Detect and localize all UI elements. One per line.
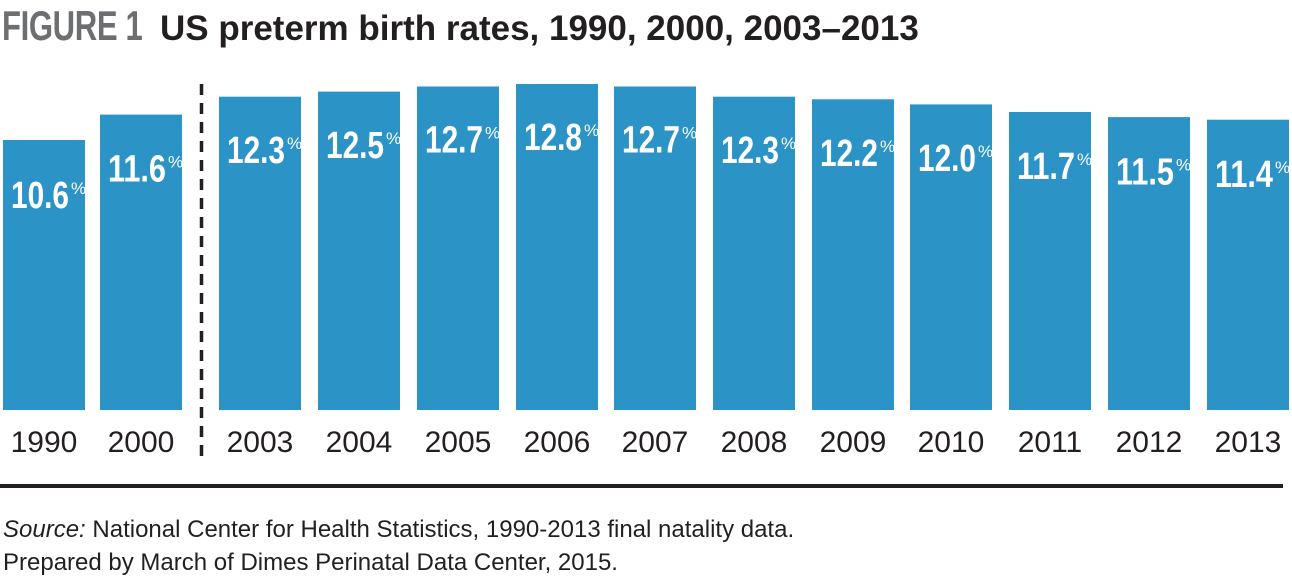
value-label-2003: 12.3 (227, 130, 285, 172)
bar-2013 (1207, 119, 1289, 410)
bar-2009 (812, 99, 894, 411)
source-line: Source: National Center for Health Stati… (3, 513, 794, 546)
value-unit-2006: % (584, 121, 599, 140)
bar-chart: 10.6 % 1990 11.6 % 2000 12.3 % 2003 12.5 % 2004 12.7… (3, 84, 1290, 459)
source-note: Source: National Center for Health Stati… (3, 513, 794, 579)
value-unit-2005: % (485, 124, 500, 143)
x-tick-2009: 2009 (820, 426, 887, 459)
value-label-2008: 12.3 (721, 130, 779, 172)
value-unit-2008: % (781, 134, 796, 153)
value-label-2011: 11.7 (1017, 146, 1075, 188)
value-unit-2003: % (287, 134, 302, 153)
value-unit-2011: % (1077, 150, 1092, 169)
bar-2004 (318, 91, 400, 410)
x-tick-2012: 2012 (1116, 426, 1183, 459)
value-unit-2004: % (386, 129, 401, 148)
x-tick-2013: 2013 (1215, 426, 1282, 459)
value-label-2012: 11.5 (1116, 151, 1174, 193)
bar-2008 (713, 96, 795, 410)
x-tick-2010: 2010 (918, 426, 985, 459)
baseline-rule (0, 484, 1283, 488)
value-label-2004: 12.5 (326, 125, 384, 167)
value-unit-1990: % (71, 179, 86, 198)
x-tick-2006: 2006 (524, 426, 591, 459)
bar-2003 (219, 96, 301, 410)
value-unit-2009: % (880, 137, 895, 156)
value-label-2009: 12.2 (820, 133, 878, 175)
value-label-2000: 11.6 (108, 149, 166, 191)
x-tick-2004: 2004 (326, 426, 393, 459)
source-text: National Center for Health Statistics, 1… (85, 516, 795, 543)
value-label-2006: 12.8 (524, 117, 582, 159)
value-label-2005: 12.7 (425, 120, 483, 162)
bar-2010 (910, 104, 992, 411)
value-unit-2000: % (168, 153, 183, 172)
value-label-2007: 12.7 (622, 120, 680, 162)
bar-2011 (1009, 112, 1091, 410)
chart-title: US preterm birth rates, 1990, 2000, 2003… (160, 9, 919, 48)
bar-2005 (417, 86, 499, 410)
value-label-2013: 11.4 (1215, 154, 1273, 196)
value-unit-2010: % (978, 142, 993, 161)
value-label-1990: 10.6 (11, 175, 69, 217)
bar-2007 (614, 86, 696, 410)
bar-2006 (516, 84, 598, 410)
value-unit-2013: % (1275, 158, 1290, 177)
source-label: Source: (3, 516, 86, 543)
x-tick-2005: 2005 (425, 426, 492, 459)
value-unit-2007: % (682, 124, 697, 143)
x-tick-2008: 2008 (721, 426, 788, 459)
x-tick-2003: 2003 (227, 426, 294, 459)
bar-2012 (1108, 117, 1190, 410)
bar-1990 (3, 140, 85, 410)
x-tick-2011: 2011 (1018, 426, 1083, 459)
x-tick-2007: 2007 (622, 426, 689, 459)
x-tick-1990: 1990 (11, 426, 78, 459)
value-label-2010: 12.0 (918, 138, 976, 180)
value-unit-2012: % (1176, 155, 1191, 174)
prepared-by-line: Prepared by March of Dimes Perinatal Dat… (3, 549, 618, 576)
figure-title-row: FIGURE 1 US preterm birth rates, 1990, 2… (2, 2, 919, 49)
x-tick-2000: 2000 (108, 426, 175, 459)
bar-2000 (100, 114, 182, 410)
